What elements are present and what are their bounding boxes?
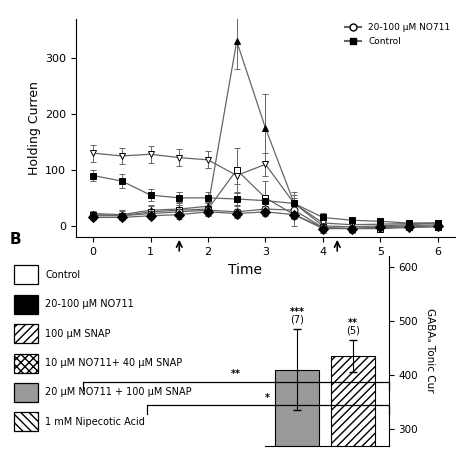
X-axis label: Time (min): Time (min) <box>228 262 303 276</box>
Text: 1 mM Nipecotic Acid: 1 mM Nipecotic Acid <box>45 417 145 427</box>
Bar <box>331 356 375 446</box>
Text: Control: Control <box>45 270 80 280</box>
Text: **: ** <box>348 318 358 328</box>
Text: (7): (7) <box>290 315 304 325</box>
FancyBboxPatch shape <box>14 295 38 314</box>
Text: 20 μM NO711 + 100 μM SNAP: 20 μM NO711 + 100 μM SNAP <box>45 387 191 398</box>
Text: 10 μM NO711+ 40 μM SNAP: 10 μM NO711+ 40 μM SNAP <box>45 358 182 368</box>
FancyBboxPatch shape <box>14 324 38 343</box>
Y-axis label: GABAₐ Tonic Cur: GABAₐ Tonic Cur <box>425 309 435 393</box>
Text: **: ** <box>231 369 241 379</box>
Text: ***: *** <box>290 307 305 317</box>
Text: *: * <box>265 393 270 403</box>
FancyBboxPatch shape <box>14 265 38 284</box>
FancyBboxPatch shape <box>14 412 38 431</box>
Text: 20-100 μM NO711: 20-100 μM NO711 <box>45 299 134 310</box>
FancyBboxPatch shape <box>14 383 38 402</box>
Text: B: B <box>9 232 21 247</box>
Y-axis label: Holding Curren: Holding Curren <box>28 81 41 175</box>
Bar <box>275 370 319 446</box>
Text: 100 μM SNAP: 100 μM SNAP <box>45 328 110 339</box>
Legend: 20-100 μM NO711, Control: 20-100 μM NO711, Control <box>345 24 450 46</box>
FancyBboxPatch shape <box>14 354 38 373</box>
Text: (5): (5) <box>346 326 360 336</box>
